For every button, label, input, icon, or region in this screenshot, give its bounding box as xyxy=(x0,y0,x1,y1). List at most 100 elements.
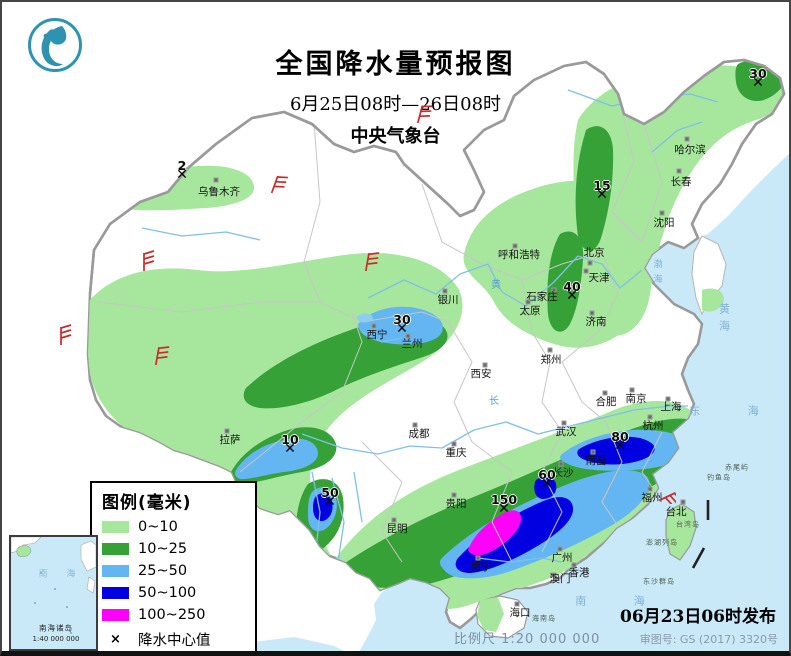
city-label: 兰州 xyxy=(401,337,423,350)
legend-swatch xyxy=(102,609,129,621)
sea-label: 南 海 xyxy=(575,594,667,608)
city-dot xyxy=(514,601,520,607)
city-dot xyxy=(451,492,457,498)
city-label: 乌鲁木齐 xyxy=(198,185,240,198)
island-label: 澎湖列岛 xyxy=(646,538,678,547)
city-label: 南宁 xyxy=(470,560,492,573)
island-label: 赤尾屿 xyxy=(725,463,749,472)
city-dot xyxy=(629,387,635,393)
city-label: 西宁 xyxy=(366,328,388,341)
city-dot xyxy=(550,572,556,578)
legend-label: 100~250 xyxy=(138,607,206,623)
city-label: 沈阳 xyxy=(653,216,675,229)
city-dot xyxy=(405,333,411,339)
city-dot xyxy=(571,562,577,568)
city-label: 昆明 xyxy=(386,522,408,535)
city-dot xyxy=(647,486,653,492)
island-label: 东沙群岛 xyxy=(643,577,675,586)
city-label: 郑州 xyxy=(540,353,562,366)
rain-zone-100-250 xyxy=(468,510,522,556)
city-dot xyxy=(475,555,481,561)
approval-number-text: 审图号: GS (2017) 3320号 xyxy=(639,633,778,646)
city-dot xyxy=(676,168,682,174)
wind-barb-icon xyxy=(656,480,683,508)
city-dot xyxy=(412,422,418,428)
city-dot xyxy=(665,396,671,402)
inset-map xyxy=(11,537,96,634)
legend-row: 25~50 xyxy=(102,563,245,579)
wind-barb-icon xyxy=(268,172,288,200)
sea-label: 黄海 xyxy=(717,303,731,337)
city-label: 南昌 xyxy=(585,454,607,467)
island-label: 台湾岛 xyxy=(676,520,700,529)
city-dot xyxy=(451,441,457,447)
city-label: 海口 xyxy=(509,606,531,619)
city-label: 哈尔滨 xyxy=(674,143,706,156)
map-scale-text: 比例尺 1:20 000 000 xyxy=(454,632,601,647)
legend-center-marker-label: 降水中心值 xyxy=(138,633,211,649)
city-label: 长沙 xyxy=(552,466,574,479)
river-label: 黄 xyxy=(491,280,501,291)
city-label: 银川 xyxy=(437,293,459,306)
qinghai-lake xyxy=(357,313,373,323)
city-label: 济南 xyxy=(585,315,607,328)
city-label: 天津 xyxy=(588,271,610,284)
legend-center-marker-row: × 降水中心值 xyxy=(102,629,245,650)
island-label: 钓鱼岛 xyxy=(707,473,731,482)
legend-row: 50~100 xyxy=(102,585,245,601)
city-dot xyxy=(602,390,608,396)
legend-swatch xyxy=(102,565,129,577)
city-label: 拉萨 xyxy=(219,433,241,446)
wind-barb-icon xyxy=(362,250,382,278)
city-label: 贵阳 xyxy=(445,497,467,510)
wind-barb-icon xyxy=(152,344,172,372)
precip-center-x-icon: × xyxy=(110,632,121,647)
inset-sea-label: 南 海 xyxy=(38,569,84,580)
city-dot xyxy=(589,310,595,316)
city-label: 南京 xyxy=(625,392,647,405)
hainan-rain-patch xyxy=(477,597,504,632)
city-label: 长春 xyxy=(670,175,692,188)
city-dot xyxy=(512,243,518,249)
city-dot xyxy=(647,414,653,420)
cma-logo-icon xyxy=(28,18,82,72)
legend-label: 25~50 xyxy=(138,563,188,579)
south-china-sea-inset: 南 海 南海诸岛 1:40 000 000 xyxy=(9,535,98,651)
legend-swatch xyxy=(102,521,129,533)
legend-row: 10~25 xyxy=(102,541,245,557)
city-dot xyxy=(558,461,564,467)
taiwan-island xyxy=(665,503,697,561)
river-label: 长 xyxy=(489,396,499,407)
city-dot xyxy=(224,428,230,434)
sea-label: 渤海 xyxy=(651,259,662,289)
legend-label: 10~25 xyxy=(138,541,188,557)
legend-row: 0~10 xyxy=(102,519,245,535)
city-dot xyxy=(525,299,531,305)
wind-barb-icon xyxy=(140,250,160,278)
city-label: 西安 xyxy=(470,367,492,380)
inset-scale-label: 1:40 000 000 xyxy=(32,635,80,643)
sea-label: 东 海 xyxy=(689,404,781,418)
legend-row: 100~250 xyxy=(102,607,245,623)
city-dot xyxy=(213,177,219,183)
city-label: 石家庄 xyxy=(526,290,558,303)
city-dot xyxy=(561,420,567,426)
city-label: 合肥 xyxy=(595,395,617,408)
release-time-text: 06月23日06时发布 xyxy=(620,607,776,627)
city-dot xyxy=(391,517,397,523)
city-label: 福州 xyxy=(641,491,663,504)
city-dot xyxy=(551,287,557,293)
city-label: 上海 xyxy=(660,400,682,413)
city-label: 成都 xyxy=(408,427,430,440)
city-dot xyxy=(680,499,686,505)
city-dot xyxy=(684,136,690,142)
sea-area-sw xyxy=(240,637,344,651)
city-label: 台北 xyxy=(665,505,687,518)
map-annotation-marks xyxy=(691,500,710,569)
city-label: 太原 xyxy=(519,304,541,317)
city-dot xyxy=(590,449,596,455)
city-label: 杭州 xyxy=(642,419,664,432)
legend: 图例(毫米) 0~10 10~25 25~50 50~100 100~250 × 降水中… xyxy=(90,481,257,651)
